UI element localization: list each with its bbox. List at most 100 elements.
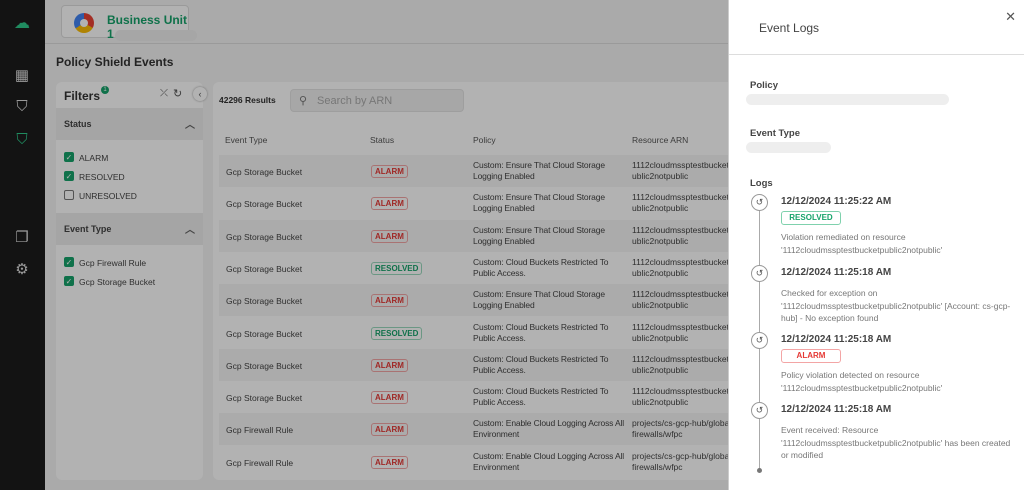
filters-title: Filters <box>64 89 101 103</box>
table-row[interactable]: Gcp Storage Bucket ALARM Custom: Cloud B… <box>219 348 743 381</box>
table-row[interactable]: Gcp Storage Bucket ALARM Custom: Ensure … <box>219 284 743 317</box>
dashboard-icon[interactable]: ▦ <box>14 67 30 84</box>
policy-cell: Custom: Enable Cloud Logging Across All … <box>473 450 625 472</box>
table-row[interactable]: Gcp Storage Bucket ALARM Custom: Ensure … <box>219 187 743 219</box>
policy-cell: Custom: Cloud Buckets Restricted To Publ… <box>473 353 609 375</box>
log-message: Policy violation detected on resource '1… <box>781 370 943 393</box>
table-row[interactable]: Gcp Storage Bucket ALARM Custom: Ensure … <box>219 219 743 252</box>
option-label: RESOLVED <box>79 172 125 182</box>
cloud-logo-icon[interactable]: ☁ <box>14 15 30 32</box>
panel-title: Event Logs <box>759 21 820 35</box>
close-icon[interactable]: ✕ <box>1005 9 1016 24</box>
checkbox[interactable]: ✓ <box>64 257 74 267</box>
table-row[interactable]: Gcp Storage Bucket RESOLVED Custom: Clou… <box>219 317 743 349</box>
history-icon: ↺ <box>751 194 768 211</box>
log-message: Violation remediated on resource '1112cl… <box>781 232 943 255</box>
log-time: 12/12/2024 11:25:18 AM <box>781 334 892 345</box>
chevron-up-icon: ︿ <box>185 120 195 131</box>
filter-option[interactable]: ✓ Gcp Storage Bucket <box>56 272 203 291</box>
filters-panel: Filters 1 ⤫ ↻ Status ︿ ✓ ALARM ✓ RESOLVED UNR… <box>56 82 203 480</box>
filter-option[interactable]: ✓ RESOLVED <box>56 167 203 186</box>
status-badge: RESOLVED <box>371 261 423 275</box>
column-header[interactable]: Policy <box>473 135 496 145</box>
status-badge: ALARM <box>371 165 408 178</box>
event-type-cell: Gcp Storage Bucket <box>226 231 303 242</box>
event-type-cell: Gcp Storage Bucket <box>226 393 303 404</box>
modal-backdrop[interactable] <box>0 0 728 490</box>
sidebar: ☁ ▦ ⛉ ⛉ ❐ ⚙ <box>0 0 45 490</box>
option-label: UNRESOLVED <box>79 191 137 201</box>
status-badge: ALARM <box>371 455 408 469</box>
history-icon: ↺ <box>751 332 768 349</box>
checkbox[interactable] <box>64 190 74 200</box>
log-time: 12/12/2024 11:25:18 AM <box>781 404 892 415</box>
arn-cell: projects/cs-gcp-hub/global/firewalls/wfp… <box>632 418 734 440</box>
history-icon: ↺ <box>751 265 768 282</box>
filter-option[interactable]: ✓ ALARM <box>56 148 203 167</box>
documents-icon[interactable]: ❐ <box>15 229 29 246</box>
event-type-section-header[interactable]: Event Type ︿ <box>56 213 203 245</box>
policy-cell: Custom: Cloud Buckets Restricted To Publ… <box>473 256 609 278</box>
collapse-all-icon[interactable]: ⤫ <box>160 88 168 99</box>
status-section-header[interactable]: Status ︿ <box>56 108 203 140</box>
filter-option[interactable]: UNRESOLVED <box>56 186 203 205</box>
arn-cell: projects/cs-gcp-hub/global/firewalls/wfp… <box>632 450 734 472</box>
search-icon: ⚲ <box>299 95 308 107</box>
table-row[interactable]: Gcp Firewall Rule ALARM Custom: Enable C… <box>219 413 743 446</box>
policy-skeleton <box>746 94 949 105</box>
shield-check-icon[interactable]: ⛉ <box>16 98 28 115</box>
event-type-cell: Gcp Storage Bucket <box>226 328 303 339</box>
option-label: ALARM <box>79 153 109 163</box>
business-unit-selector[interactable]: Business Unit 1 <box>61 5 197 41</box>
arn-cell: 1112cloudmssptestbucketpublic2notpublic <box>632 353 734 375</box>
status-badge: ALARM <box>371 229 408 243</box>
checkbox[interactable]: ✓ <box>64 152 74 162</box>
event-type-cell: Gcp Firewall Rule <box>226 425 294 436</box>
collapse-filters-button[interactable]: ‹ <box>193 87 207 101</box>
policy-cell: Custom: Ensure That Cloud Storage Loggin… <box>473 160 605 181</box>
shield-active-icon[interactable]: ⛉ <box>16 131 28 148</box>
log-time: 12/12/2024 11:25:18 AM <box>781 267 892 278</box>
arn-cell: 1112cloudmssptestbucketpublic2notpublic <box>632 289 734 311</box>
reset-icon[interactable]: ↻ <box>173 88 183 100</box>
log-message: Checked for exception on '1112cloudmsspt… <box>781 288 1011 324</box>
arn-cell: 1112cloudmssptestbucketpublic2notpublic <box>632 192 734 214</box>
table-row[interactable]: Gcp Storage Bucket ALARM Custom: Ensure … <box>219 155 743 187</box>
filter-option[interactable]: ✓ Gcp Firewall Rule <box>56 253 203 272</box>
arn-cell: 1112cloudmssptestbucketpublic2notpublic <box>632 386 734 408</box>
events-table: 42296 Results ⚲ Search by ARN Event Type … <box>213 82 743 480</box>
log-message: Event received: Resource '1112cloudmsspt… <box>781 425 1011 461</box>
timeline-end <box>757 468 762 473</box>
event-type-label: Event Type <box>750 128 800 139</box>
history-icon: ↺ <box>751 402 768 419</box>
policy-cell: Custom: Cloud Buckets Restricted To Publ… <box>473 321 609 343</box>
table-row[interactable]: Gcp Storage Bucket RESOLVED Custom: Clou… <box>219 252 743 284</box>
status-badge: RESOLVED <box>371 326 423 340</box>
policy-label: Policy <box>750 80 778 91</box>
column-header[interactable]: Status <box>370 135 395 145</box>
checkbox[interactable]: ✓ <box>64 171 74 181</box>
event-type-cell: Gcp Storage Bucket <box>226 167 303 177</box>
status-badge: ALARM <box>371 294 408 308</box>
policy-cell: Custom: Ensure That Cloud Storage Loggin… <box>473 224 605 246</box>
results-count: 42296 Results <box>219 95 276 105</box>
arn-cell: 1112cloudmssptestbucketpublic2notpublic <box>632 256 734 278</box>
column-header[interactable]: Resource ARN <box>632 135 689 145</box>
event-logs-panel: Event Logs ✕ Policy Event Type Logs ↺ 12/… <box>728 0 1024 490</box>
business-unit-name: Business Unit 1 <box>107 13 188 41</box>
logs-label: Logs <box>750 178 773 189</box>
status-badge: ALARM <box>371 391 408 405</box>
search-input[interactable]: ⚲ Search by ARN <box>290 89 464 112</box>
search-placeholder: Search by ARN <box>317 95 393 107</box>
filter-count-badge: 1 <box>101 86 110 94</box>
checkbox[interactable]: ✓ <box>64 276 74 286</box>
status-badge: ALARM <box>781 349 841 363</box>
table-row[interactable]: Gcp Storage Bucket ALARM Custom: Cloud B… <box>219 381 743 413</box>
log-time: 12/12/2024 11:25:22 AM <box>781 196 892 207</box>
placeholder-skeleton <box>115 30 197 41</box>
event-type-cell: Gcp Storage Bucket <box>226 263 303 274</box>
column-header[interactable]: Event Type <box>225 135 268 145</box>
table-row[interactable]: Gcp Firewall Rule ALARM Custom: Enable C… <box>219 446 743 478</box>
settings-icon[interactable]: ⚙ <box>15 261 29 278</box>
status-badge: ALARM <box>371 358 408 372</box>
